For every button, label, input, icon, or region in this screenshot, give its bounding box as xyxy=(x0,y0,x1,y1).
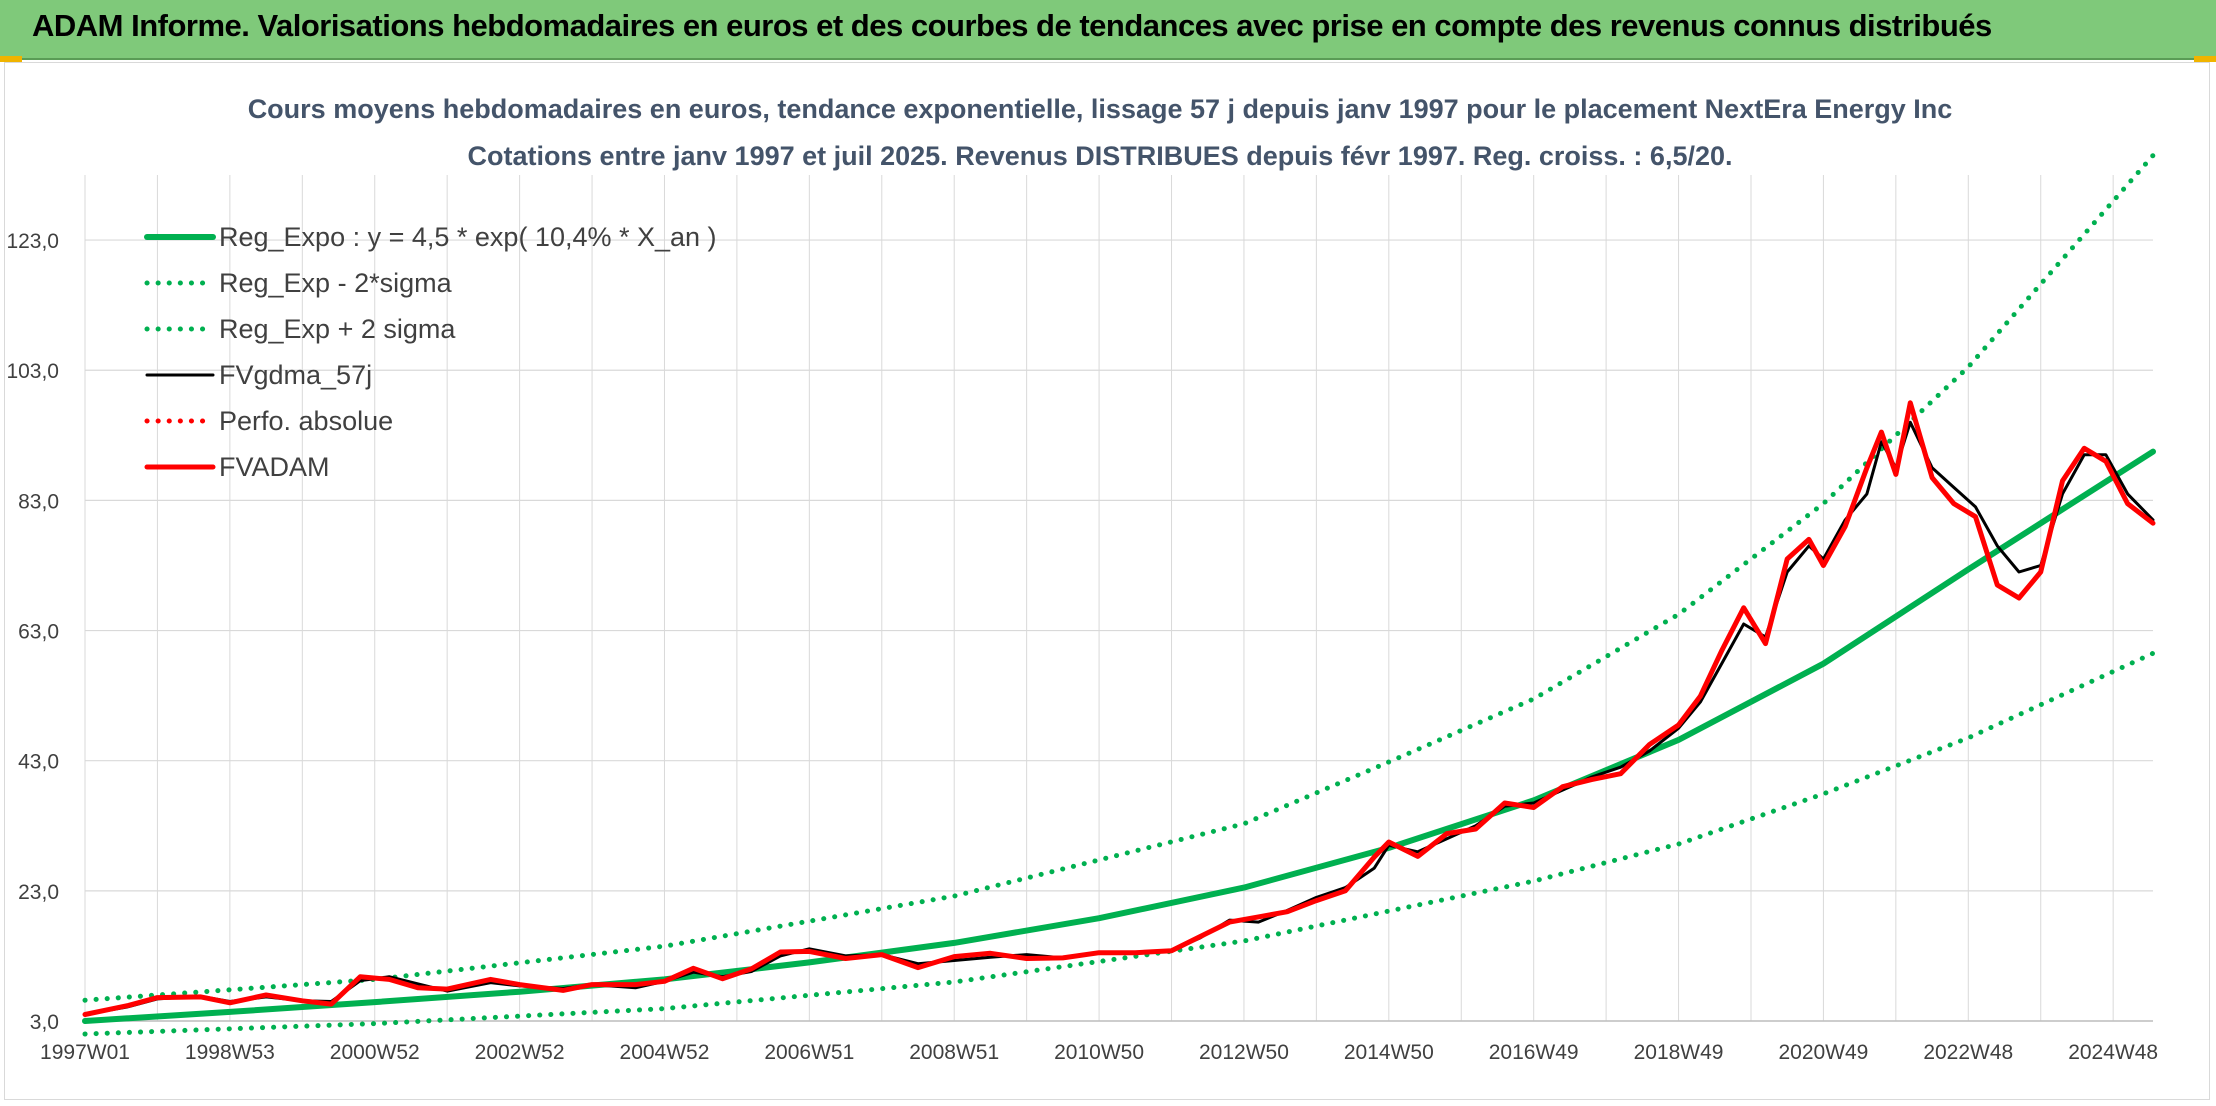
x-tick-label: 2012W50 xyxy=(1199,1041,1289,1064)
y-tick-label: 123,0 xyxy=(6,230,59,253)
legend-label-3: FVgdma_57j xyxy=(219,360,372,390)
x-tick-label: 2000W52 xyxy=(330,1041,420,1064)
legend-label-4: Perfo. absolue xyxy=(219,406,393,436)
x-tick-label: 2018W49 xyxy=(1634,1041,1724,1064)
y-tick-label: 83,0 xyxy=(18,490,59,513)
x-tick-label: 2022W48 xyxy=(1923,1041,2013,1064)
report-banner: ADAM Informe. Valorisations hebdomadaire… xyxy=(0,0,2216,60)
x-tick-label: 2006W51 xyxy=(764,1041,854,1064)
y-tick-label: 63,0 xyxy=(18,621,59,644)
grid-lines xyxy=(84,175,2153,1022)
x-tick-label: 2010W50 xyxy=(1054,1041,1144,1064)
series-layer xyxy=(82,153,2156,1037)
corner-marker-left xyxy=(0,56,22,62)
y-tick-label: 3,0 xyxy=(30,1011,59,1034)
x-tick-label: 2014W50 xyxy=(1344,1041,1434,1064)
line-chart: Cours moyens hebdomadaires en euros, ten… xyxy=(6,94,2158,1064)
y-tick-label: 103,0 xyxy=(6,360,59,383)
report-title: ADAM Informe. Valorisations hebdomadaire… xyxy=(32,8,1992,43)
series-line-5 xyxy=(82,400,2156,1017)
x-tick-label: 1997W01 xyxy=(40,1041,130,1064)
series-line-3 xyxy=(83,420,2155,1016)
y-axis-ticks: 3,0 23,0 43,0 63,0 83,0 103,0 123,0 xyxy=(6,230,59,1034)
y-tick-label: 23,0 xyxy=(18,881,59,904)
chart-subtitle: Cotations entre janv 1997 et juil 2025. … xyxy=(468,141,1733,171)
x-tick-label: 2004W52 xyxy=(620,1041,710,1064)
y-tick-label: 43,0 xyxy=(18,751,59,774)
x-tick-label: 2024W48 xyxy=(2068,1041,2158,1064)
corner-marker-right xyxy=(2194,56,2216,62)
legend-label-0: Reg_Expo : y = 4,5 * exp( 10,4% * X_an ) xyxy=(219,222,717,252)
series-line-1 xyxy=(82,650,2156,1037)
chart-title: Cours moyens hebdomadaires en euros, ten… xyxy=(248,94,1953,124)
legend-label-1: Reg_Exp - 2*sigma xyxy=(219,268,453,298)
x-tick-label: 1998W53 xyxy=(185,1041,275,1064)
series-line-0 xyxy=(82,448,2156,1024)
x-tick-label: 2016W49 xyxy=(1489,1041,1579,1064)
x-tick-label: 2008W51 xyxy=(909,1041,999,1064)
chart-legend: Reg_Expo : y = 4,5 * exp( 10,4% * X_an )… xyxy=(144,222,717,482)
legend-label-2: Reg_Exp + 2 sigma xyxy=(219,314,456,344)
x-tick-label: 2002W52 xyxy=(475,1041,565,1064)
x-axis-ticks: 1997W01 1998W53 2000W52 2002W52 2004W52 2006W… xyxy=(40,1041,2158,1064)
chart-frame: Cours moyens hebdomadaires en euros, ten… xyxy=(4,62,2210,1100)
x-tick-label: 2020W49 xyxy=(1778,1041,1868,1064)
legend-label-5: FVADAM xyxy=(219,452,330,482)
